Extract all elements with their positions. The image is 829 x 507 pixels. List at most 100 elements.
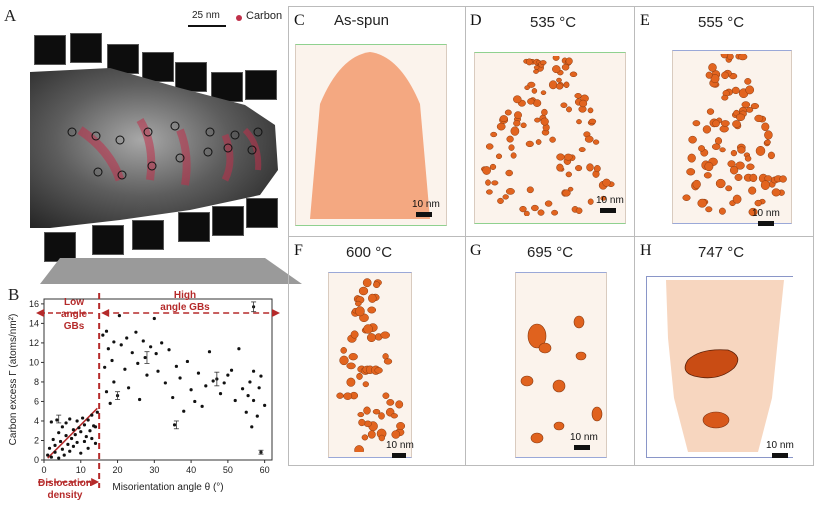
precipitate bbox=[587, 198, 594, 205]
scalebar bbox=[392, 453, 406, 458]
data-point bbox=[71, 428, 76, 432]
precipitate bbox=[368, 293, 377, 303]
precipitate bbox=[540, 117, 549, 126]
precipitate bbox=[687, 153, 696, 163]
precipitate bbox=[720, 54, 729, 59]
precipitate bbox=[358, 418, 366, 427]
precipitate bbox=[703, 172, 712, 179]
y-tick-label: 8 bbox=[34, 377, 39, 387]
data-point bbox=[218, 392, 223, 396]
carbide-precipitates bbox=[481, 56, 615, 216]
x-tick-label: 20 bbox=[113, 465, 123, 475]
precipitate bbox=[563, 153, 573, 161]
data-point bbox=[163, 381, 167, 385]
data-point bbox=[84, 434, 88, 439]
panel-b-label: B bbox=[8, 285, 20, 304]
precipitate bbox=[746, 163, 755, 171]
data-point bbox=[93, 441, 98, 446]
tem-micrograph bbox=[30, 68, 278, 228]
precipitate bbox=[714, 137, 723, 145]
x-tick-label: 30 bbox=[149, 465, 159, 475]
x-tick-label: 40 bbox=[186, 465, 196, 475]
precipitate bbox=[367, 306, 377, 314]
precipitate bbox=[755, 145, 766, 156]
data-point bbox=[77, 426, 81, 430]
data-point bbox=[134, 330, 138, 334]
data-point bbox=[263, 403, 267, 407]
data-point bbox=[160, 341, 164, 345]
high-angle-arrowhead bbox=[101, 309, 110, 317]
precipitate bbox=[761, 122, 770, 132]
data-point bbox=[141, 339, 145, 343]
y-tick-label: 0 bbox=[34, 455, 39, 465]
data-point bbox=[75, 419, 79, 423]
grid-divider-v bbox=[634, 6, 635, 465]
precipitate bbox=[732, 194, 742, 204]
data-point bbox=[204, 384, 208, 388]
precipitate bbox=[372, 408, 381, 415]
panel-d-title: 535 °C bbox=[530, 14, 577, 31]
precipitate bbox=[711, 143, 721, 150]
data-point bbox=[79, 430, 83, 434]
precipitate bbox=[731, 86, 740, 95]
precipitate bbox=[505, 169, 513, 177]
precipitate bbox=[566, 106, 572, 113]
precipitate bbox=[491, 180, 499, 186]
precipitate bbox=[363, 406, 371, 415]
diffraction-pattern bbox=[212, 206, 244, 236]
precipitate bbox=[771, 188, 781, 197]
precipitate bbox=[367, 430, 376, 439]
precipitate bbox=[556, 77, 562, 83]
precipitate bbox=[563, 81, 570, 89]
dislocation-density-label: Dislocation density bbox=[38, 478, 92, 501]
data-point bbox=[101, 333, 105, 337]
precipitate bbox=[574, 93, 582, 99]
y-tick-label: 16 bbox=[29, 299, 39, 309]
precipitate bbox=[346, 377, 356, 387]
precipitate bbox=[575, 207, 583, 214]
scalebar-label: 10 nm bbox=[596, 195, 624, 206]
data-point bbox=[112, 380, 116, 384]
precipitate bbox=[505, 188, 515, 195]
scalebar-label: 10 nm bbox=[570, 432, 598, 443]
carbon-atom-cloud bbox=[666, 280, 784, 452]
data-point bbox=[117, 313, 121, 318]
precipitate bbox=[339, 355, 349, 366]
precipitate bbox=[760, 180, 770, 190]
precipitate bbox=[537, 209, 545, 216]
data-point bbox=[71, 444, 76, 448]
panel-f-label: F bbox=[294, 242, 303, 259]
precipitate bbox=[544, 200, 553, 207]
carbon-legend-label: Carbon bbox=[246, 10, 283, 22]
carbon-legend-dot bbox=[236, 15, 242, 21]
data-point bbox=[189, 388, 193, 392]
precipitate bbox=[744, 155, 752, 162]
precipitate bbox=[350, 330, 359, 339]
carbide-precipitates bbox=[336, 278, 406, 452]
data-point bbox=[103, 365, 107, 369]
panel-g-label: G bbox=[470, 242, 482, 259]
precipitate bbox=[510, 126, 520, 136]
panel-h-label: H bbox=[640, 242, 652, 259]
precipitate bbox=[710, 74, 720, 84]
data-point bbox=[112, 340, 116, 344]
data-point bbox=[259, 374, 263, 378]
scalebar bbox=[416, 212, 432, 217]
precipitate bbox=[698, 145, 705, 152]
precipitate bbox=[533, 65, 540, 70]
precipitate bbox=[738, 54, 748, 61]
precipitate bbox=[721, 94, 729, 101]
data-point bbox=[62, 453, 66, 457]
precipitate bbox=[697, 198, 707, 208]
precipitate bbox=[496, 122, 506, 131]
precipitate bbox=[396, 422, 406, 430]
scalebar-label: 10 nm bbox=[766, 440, 794, 451]
data-point bbox=[104, 329, 109, 333]
data-point bbox=[257, 386, 261, 390]
data-point bbox=[174, 364, 178, 368]
grid-divider-h bbox=[288, 236, 813, 237]
precipitate bbox=[579, 99, 588, 108]
x-tick-label: 10 bbox=[76, 465, 86, 475]
y-tick-label: 6 bbox=[34, 396, 39, 406]
data-point bbox=[171, 395, 175, 400]
